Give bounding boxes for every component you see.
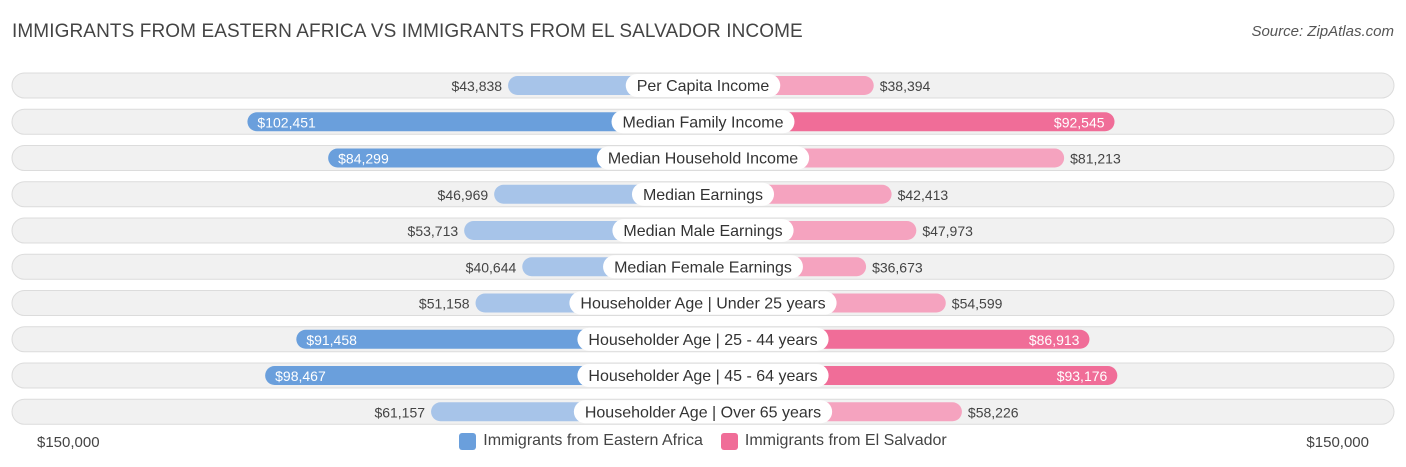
category-pill <box>573 400 833 424</box>
category-pill <box>631 182 775 206</box>
value-label-el-salvador: $81,213 <box>1070 151 1121 167</box>
value-label-eastern-africa: $53,713 <box>408 223 459 239</box>
category-label: Householder Age | Under 25 years <box>580 296 825 313</box>
value-label-eastern-africa: $43,838 <box>451 78 502 94</box>
legend-label-eastern-africa: Immigrants from Eastern Africa <box>483 432 703 449</box>
value-label-eastern-africa: $61,157 <box>374 404 425 420</box>
legend-swatch-eastern-africa <box>459 432 477 450</box>
value-label-eastern-africa: $51,158 <box>419 296 470 312</box>
value-label-el-salvador: $36,673 <box>872 259 923 275</box>
value-label-el-salvador: $58,226 <box>968 404 1019 420</box>
source-note: Source: ZipAtlas.com <box>1251 23 1394 40</box>
category-label: Householder Age | 25 - 44 years <box>588 332 817 349</box>
axis-left-label: $150,000 <box>37 434 100 451</box>
category-pill <box>569 291 837 315</box>
category-pill <box>625 74 781 97</box>
chart-title: IMMIGRANTS FROM EASTERN AFRICA VS IMMIGR… <box>12 21 803 42</box>
value-label-eastern-africa: $102,451 <box>257 114 316 130</box>
category-label: Median Male Earnings <box>623 223 782 240</box>
category-pill <box>603 255 803 279</box>
category-label: Householder Age | 45 - 64 years <box>588 368 817 385</box>
axis-right-label: $150,000 <box>1306 434 1369 451</box>
legend-swatch-el-salvador <box>720 432 738 450</box>
category-label: Per Capita Income <box>637 78 770 95</box>
legend-item-el-salvador[interactable]: Immigrants from El Salvador <box>720 432 947 450</box>
category-label: Householder Age | Over 65 years <box>585 404 821 421</box>
category-pill <box>612 219 794 242</box>
category-pill <box>577 364 829 387</box>
value-label-el-salvador: $38,394 <box>880 78 931 94</box>
value-label-eastern-africa: $40,644 <box>466 259 517 275</box>
value-label-eastern-africa: $91,458 <box>306 332 357 348</box>
legend: Immigrants from Eastern Africa Immigrant… <box>0 432 1406 450</box>
value-label-eastern-africa: $46,969 <box>438 187 489 203</box>
value-label-el-salvador: $86,913 <box>1029 332 1080 348</box>
value-label-el-salvador: $54,599 <box>952 296 1003 312</box>
category-pill <box>577 327 829 351</box>
value-label-el-salvador: $92,545 <box>1054 114 1105 130</box>
category-label: Median Family Income <box>623 114 784 131</box>
bar-eastern-africa <box>247 112 703 132</box>
category-label: Median Female Earnings <box>614 259 792 276</box>
category-pill <box>596 146 810 170</box>
category-label: Median Earnings <box>643 187 763 204</box>
value-label-el-salvador: $47,973 <box>922 223 973 239</box>
value-label-eastern-africa: $98,467 <box>275 368 326 384</box>
bar-el-salvador <box>703 112 1115 132</box>
legend-label-el-salvador: Immigrants from El Salvador <box>744 432 947 449</box>
legend-item-eastern-africa[interactable]: Immigrants from Eastern Africa <box>459 432 703 450</box>
value-label-el-salvador: $93,176 <box>1057 368 1108 384</box>
category-label: Median Household Income <box>608 151 798 168</box>
value-label-el-salvador: $42,413 <box>898 187 949 203</box>
category-pill <box>611 110 795 134</box>
value-label-eastern-africa: $84,299 <box>338 151 389 167</box>
